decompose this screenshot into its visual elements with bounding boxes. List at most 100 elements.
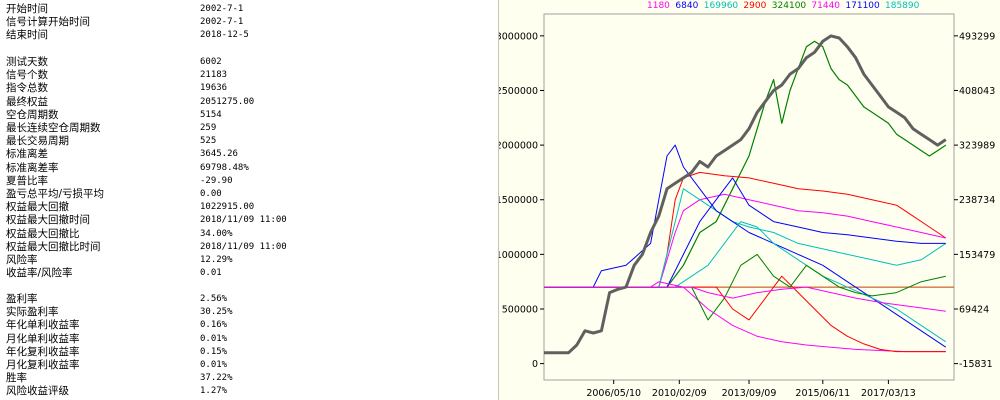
stat-row: 风险收益评级 1.27% [0,384,498,398]
stat-row: 夏普比率 -29.90 [0,174,498,188]
right-tick-label: 69424 [959,304,989,315]
series-line [544,221,947,343]
stat-row: 月化单利收益率 0.01% [0,332,498,346]
series-line [544,193,946,288]
stat-row: 最长交易周期 525 [0,134,498,148]
x-tick-label: 2013/09/09 [722,388,777,399]
x-tick-label: 2017/03/13 [861,388,916,399]
stat-row: 权益最大回撤 1022915.00 [0,200,498,214]
x-tick-label: 2006/05/10 [586,388,641,399]
stat-label: 最终权益 [6,95,48,108]
stat-row: 盈利率 2.56% [0,292,498,306]
right-tick-label: 408043 [959,86,995,97]
x-tick-label: 2010/02/09 [652,388,707,399]
stat-label: 权益最大回撤比时间 [6,240,101,253]
stat-value: 2002-7-1 [200,4,244,14]
stat-value: 5154 [200,109,222,120]
stat-label: 权益最大回撤 [6,201,69,214]
stat-label: 月化单利收益率 [6,332,80,345]
stat-label: 月化复利收益率 [6,359,80,371]
stat-value: 19636 [200,83,228,94]
stat-value: 2.56% [200,294,228,304]
stat-label: 夏普比率 [6,174,48,187]
stat-row: 标准离差率 69798.48% [0,161,498,175]
stat-row: 测试天数 6002 [0,55,498,69]
stat-row: 权益最大回撤比 34.00% [0,227,498,241]
equity-chart: 0 500000 1000000 1500000 2000000 2500000 30000… [499,1,995,399]
stat-row: 最终权益 2051275.00 [0,95,498,109]
stat-row: 开始时间 2002-7-1 [0,2,498,16]
stat-value: 30.25% [200,307,233,318]
legend-entry: 71440 [811,1,840,11]
right-tick-label: 323989 [959,141,995,152]
stat-value: 0.01 [200,268,222,279]
legend-entry: 185890 [885,1,920,11]
stat-value: 0.01% [200,360,228,370]
stat-row: 权益最大回撤比时间 2018/11/09 11:00 [0,240,498,254]
stat-value: 525 [200,136,217,147]
legend-entry: 2900 [743,1,766,11]
stat-label: 盈利率 [6,293,38,305]
stat-row: 信号计算开始时间 2002-7-1 [0,15,498,29]
stat-row: 标准离差 3645.26 [0,147,498,161]
stat-label: 信号个数 [6,69,48,82]
stat-value: 0.00 [200,189,222,199]
stat-label: 权益最大回撤时间 [6,214,90,227]
stat-value: 2051275.00 [200,96,255,107]
stat-row: 收益率/风险率 0.01 [0,266,498,280]
right-tick-label: 238734 [959,195,995,206]
legend-entry: 171100 [845,1,880,11]
y-tick-label: 1000000 [499,250,538,261]
stat-label: 标准离差 [6,148,48,161]
y-tick-label: 2000000 [499,141,538,152]
legend-entry: 324100 [772,1,807,11]
stat-label: 年化单利收益率 [6,319,80,332]
series-line [544,171,947,288]
stat-row: 风险率 12.29% [0,253,498,267]
stat-row: 年化单利收益率 0.16% [0,318,498,332]
plot-area [543,13,955,381]
series-line [544,144,947,348]
stat-label: 最长交易周期 [6,135,69,148]
stat-label: 胜率 [6,372,27,385]
stat-label: 信号计算开始时间 [6,16,90,29]
stat-label: 年化复利收益率 [6,345,80,358]
stat-value: 259 [200,123,217,133]
stat-value: -29.90 [200,175,233,186]
x-tick-label: 2015/06/11 [795,388,850,399]
stat-label: 标准离差率 [6,161,59,174]
stat-row: 结束时间 2018-12-5 [0,28,498,42]
stat-row: 信号个数 21183 [0,68,498,82]
stat-value: 2018/11/09 11:00 [200,215,287,226]
series-line [544,40,947,288]
stat-value: 1022915.00 [200,202,255,213]
stat-row: 最长连续空仓周期数 259 [0,121,498,135]
panel-divider [498,0,499,400]
stat-value: 12.29% [200,255,233,265]
stat-value: 2002-7-1 [200,17,244,28]
stat-value: 21183 [200,70,228,81]
stat-value: 0.16% [200,320,228,331]
stat-row: 权益最大回撤时间 2018/11/09 11:00 [0,213,498,227]
legend-entry: 1180 [647,1,670,11]
stat-value: 1.27% [200,386,228,397]
stat-value: 3645.26 [200,149,238,160]
stat-label: 风险率 [6,254,38,266]
series-line [544,286,946,312]
stat-value: 69798.48% [200,162,249,173]
stat-row: 月化复利收益率 0.01% [0,358,498,372]
stat-value: 6002 [200,57,222,67]
stat-label: 最长连续空仓周期数 [6,122,101,134]
stat-value: 2018/11/09 11:00 [200,241,287,252]
series-line [544,188,947,288]
series-line [544,177,946,288]
stat-label: 结束时间 [6,29,48,42]
stat-value: 34.00% [200,228,233,239]
series-line [544,34,947,355]
stat-value: 0.01% [200,333,228,344]
stat-label: 权益最大回撤比 [6,227,80,240]
series-line [544,253,946,321]
right-tick-label: -15831 [959,359,993,370]
y-tick-label: 3000000 [499,31,538,42]
y-tick-label: 1500000 [499,195,538,206]
